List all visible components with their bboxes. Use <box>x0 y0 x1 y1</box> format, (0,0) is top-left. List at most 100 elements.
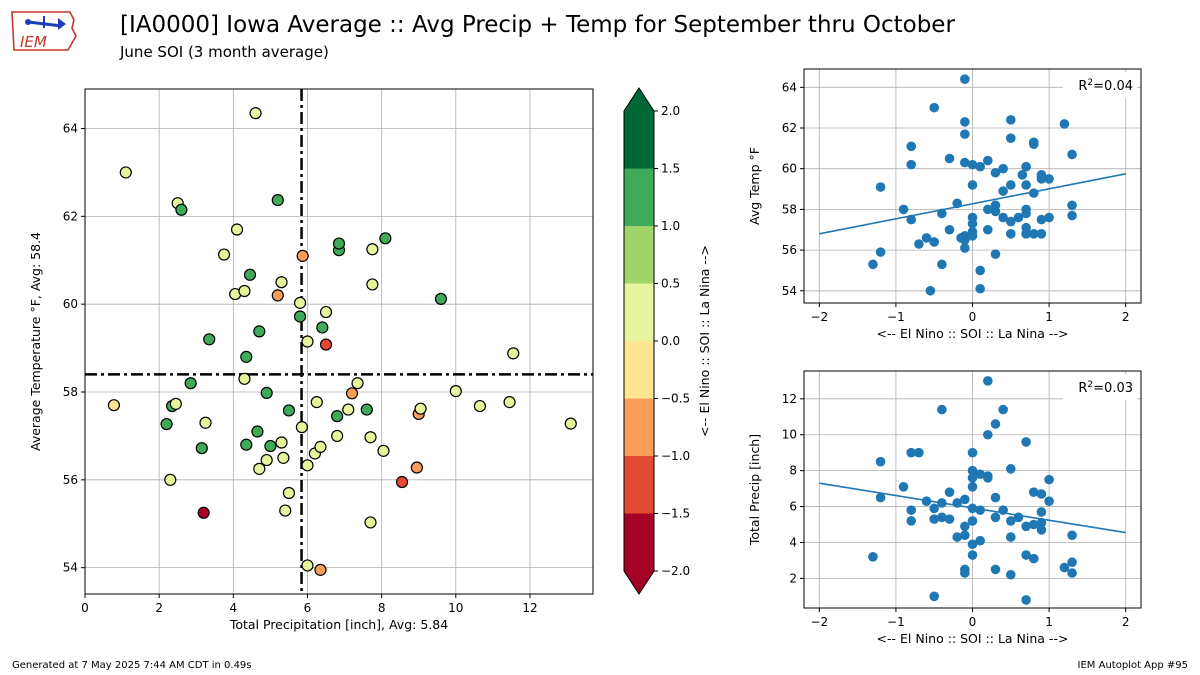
precip-soi-data-point <box>1021 550 1031 560</box>
main-data-point <box>175 203 188 216</box>
main-plot-frame <box>84 88 594 595</box>
precip-soi-data-point <box>1028 553 1039 564</box>
main-data-point <box>345 387 359 400</box>
main-data-point <box>503 396 516 409</box>
temp-soi-data-point <box>1028 139 1039 150</box>
precip-soi-data-point <box>967 550 978 560</box>
main-data-point <box>314 440 327 453</box>
temp-soi-data-point <box>921 233 932 243</box>
precip-soi-xlabel: <-- El Nino :: SOI :: La Nina --> <box>877 631 1069 646</box>
main-data-point <box>293 296 307 309</box>
precip-soi-data-point <box>875 492 886 503</box>
precip-soi-xtick-label: 1 <box>1045 615 1053 629</box>
temp-soi-ytick-label: 56 <box>782 243 797 257</box>
precip-soi-data-point <box>868 552 878 562</box>
main-data-point <box>238 372 251 385</box>
temp-soi-data-point <box>944 224 955 235</box>
temp-soi-data-point <box>944 153 955 164</box>
temp-soi-xtick-label: −2 <box>810 310 828 324</box>
precip-soi-data-point <box>967 539 978 550</box>
colorbar-tick-label: 1.5 <box>661 162 680 176</box>
colorbar-label: <-- El Nino :: SOI :: La Nina --> <box>697 245 712 437</box>
temp-soi-data-point <box>990 249 1001 259</box>
main-data-point <box>238 284 251 298</box>
precip-soi-ytick-label: 8 <box>789 464 797 478</box>
temp-soi-data-point <box>875 247 886 257</box>
colorbar-tick-label: 0.5 <box>661 277 680 291</box>
main-data-point <box>564 417 577 430</box>
precip-soi-ytick-label: 6 <box>789 500 797 514</box>
temp-soi-data-point <box>975 283 985 294</box>
main-data-point <box>366 278 379 291</box>
precip-soi-data-point <box>944 487 955 497</box>
precip-soi-data-point <box>967 447 978 458</box>
precip-soi-data-point <box>1059 562 1070 573</box>
colorbar-tick-label: −0.5 <box>661 392 690 406</box>
main-data-point <box>364 431 377 444</box>
main-data-point <box>240 438 253 451</box>
temp-soi-data-point <box>960 117 970 127</box>
colorbar-tick-label: −2.0 <box>661 564 690 578</box>
precip-soi-data-point <box>983 429 993 440</box>
precip-soi-data-point <box>937 404 947 415</box>
precip-soi-data-point <box>1028 487 1039 497</box>
precip-soi-data-point <box>960 568 970 578</box>
precip-soi-data-point <box>937 512 947 523</box>
main-data-point <box>449 385 462 398</box>
main-data-point <box>295 421 309 434</box>
main-data-point <box>164 473 177 486</box>
precip-soi-xtick-label: −2 <box>810 615 828 629</box>
main-data-point <box>301 335 314 348</box>
main-data-point <box>332 237 346 250</box>
main-data-point <box>260 386 273 399</box>
precip-soi-data-point <box>906 516 917 526</box>
temp-soi-data-point <box>967 180 978 190</box>
main-data-point <box>296 249 309 262</box>
iem-logo: IEM <box>8 6 80 58</box>
main-data-point <box>160 417 173 431</box>
temp-soi-data-point <box>1044 174 1054 184</box>
temp-soi-data-point <box>1005 216 1016 227</box>
main-ytick-label: 56 <box>63 473 78 487</box>
main-ytick-label: 64 <box>63 122 78 136</box>
main-data-point <box>217 248 231 261</box>
main-xtick-label: 10 <box>448 601 463 615</box>
temp-soi-ytick-label: 54 <box>782 284 797 298</box>
generated-timestamp: Generated at 7 May 2025 7:44 AM CDT in 0… <box>12 660 252 671</box>
main-data-point <box>275 276 288 289</box>
precip-soi-data-point <box>1005 464 1016 474</box>
temp-soi-data-point <box>998 212 1008 223</box>
main-data-point <box>184 377 197 390</box>
temp-soi-data-point <box>929 237 940 247</box>
temp-soi-xtick-label: 1 <box>1045 310 1053 324</box>
main-data-point <box>360 403 373 416</box>
precip-soi-data-point <box>944 514 955 524</box>
precip-soi-data-point <box>990 564 1001 575</box>
precip-soi-data-point <box>998 404 1008 415</box>
colorbar-tick-label: 2.0 <box>661 104 680 118</box>
precip-soi-data-point <box>1028 519 1039 530</box>
main-data-point <box>260 453 273 467</box>
temp-soi-data-point <box>906 159 917 170</box>
main-data-point <box>203 333 216 346</box>
main-data-point <box>251 425 264 438</box>
main-data-point <box>366 243 379 256</box>
main-data-point <box>169 397 182 410</box>
main-data-point <box>316 321 329 334</box>
precip-soi-trendline <box>819 482 1126 534</box>
temp-soi-data-point <box>960 157 970 168</box>
precip-soi-data-point <box>960 530 970 541</box>
temp-soi-data-point <box>960 231 970 241</box>
temp-soi-xlabel: <-- El Nino :: SOI :: La Nina --> <box>877 326 1069 341</box>
temp-soi-data-point <box>868 259 878 270</box>
temp-soi-data-point <box>975 265 985 276</box>
precip-soi-data-point <box>990 419 1001 429</box>
main-data-point <box>277 451 290 464</box>
main-xtick-label: 8 <box>378 601 386 615</box>
temp-soi-data-point <box>967 159 978 170</box>
main-data-point <box>434 292 448 306</box>
precip-soi-ytick-label: 2 <box>789 571 797 585</box>
main-data-point <box>197 506 210 519</box>
main-xtick-label: 12 <box>522 601 537 615</box>
